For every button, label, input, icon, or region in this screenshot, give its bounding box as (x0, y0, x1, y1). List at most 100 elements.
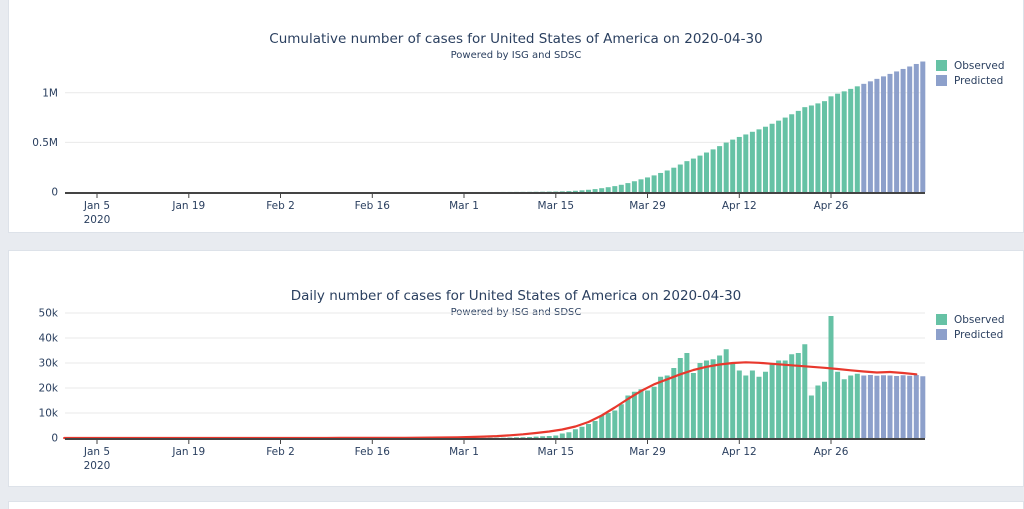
bar-observed[interactable] (743, 375, 749, 439)
bar-predicted[interactable] (861, 83, 867, 192)
bar-observed[interactable] (566, 191, 572, 192)
bar-observed[interactable] (684, 161, 690, 192)
bar-observed[interactable] (835, 93, 841, 192)
bar-observed[interactable] (782, 360, 788, 439)
daily-bar-chart[interactable]: 0 10k 20k 30k 40k 50k Jan 5 2020 Jan 19 Feb 2 Feb … (9, 251, 1024, 488)
bar-observed[interactable] (612, 410, 618, 439)
bar-observed[interactable] (730, 139, 736, 192)
bar-observed[interactable] (704, 360, 709, 439)
bar-observed[interactable] (723, 349, 729, 438)
bar-observed[interactable] (763, 126, 768, 192)
bar-observed[interactable] (756, 129, 762, 192)
bar-observed[interactable] (651, 386, 657, 438)
bar-observed[interactable] (540, 436, 546, 438)
legend-item-predicted[interactable]: Predicted (936, 327, 1005, 342)
bar-observed[interactable] (586, 424, 591, 438)
bar-observed[interactable] (658, 172, 664, 192)
bar-observed[interactable] (749, 370, 755, 439)
bar-observed[interactable] (631, 181, 637, 192)
bar-observed[interactable] (717, 146, 723, 192)
bar-observed[interactable] (684, 353, 690, 438)
bar-predicted[interactable] (900, 68, 906, 192)
bar-observed[interactable] (690, 158, 696, 192)
bar-observed[interactable] (841, 379, 847, 438)
bar-observed[interactable] (776, 120, 782, 192)
bar-observed[interactable] (677, 164, 683, 192)
bar-observed[interactable] (572, 429, 578, 438)
bar-observed[interactable] (808, 105, 814, 192)
bar-observed[interactable] (776, 360, 782, 439)
bar-observed[interactable] (658, 376, 664, 438)
bar-observed[interactable] (559, 433, 565, 439)
bar-observed[interactable] (802, 344, 808, 438)
bar-observed[interactable] (566, 432, 572, 438)
bar-observed[interactable] (559, 191, 565, 192)
bar-observed[interactable] (645, 177, 650, 192)
bar-observed[interactable] (763, 371, 768, 438)
bar-observed[interactable] (723, 142, 729, 192)
bar-observed[interactable] (605, 187, 611, 192)
legend-item-observed[interactable]: Observed (936, 312, 1005, 327)
bar-predicted[interactable] (867, 81, 873, 192)
bar-observed[interactable] (507, 437, 513, 439)
bar-observed[interactable] (822, 381, 827, 438)
bar-predicted[interactable] (913, 375, 919, 438)
bar-observed[interactable] (848, 375, 854, 439)
bar-predicted[interactable] (874, 78, 880, 192)
bar-observed[interactable] (795, 353, 801, 438)
legend-item-predicted[interactable]: Predicted (936, 73, 1005, 88)
bar-observed[interactable] (697, 155, 703, 192)
bar-observed[interactable] (769, 123, 775, 192)
bar-observed[interactable] (586, 189, 591, 192)
bar-observed[interactable] (599, 415, 605, 439)
bar-predicted[interactable] (907, 66, 913, 192)
bar-observed[interactable] (815, 385, 821, 439)
bar-predicted[interactable] (861, 375, 867, 439)
bar-observed[interactable] (553, 435, 559, 439)
bar-observed[interactable] (835, 371, 841, 438)
bar-predicted[interactable] (881, 375, 886, 438)
bar-observed[interactable] (841, 91, 847, 192)
bar-observed[interactable] (795, 110, 801, 192)
bar-observed[interactable] (664, 375, 670, 439)
bar-observed[interactable] (717, 355, 723, 439)
bar-observed[interactable] (671, 167, 677, 192)
bar-observed[interactable] (789, 114, 795, 192)
bar-observed[interactable] (808, 395, 814, 439)
bar-observed[interactable] (618, 184, 624, 192)
bar-observed[interactable] (704, 152, 709, 192)
bar-observed[interactable] (743, 134, 749, 192)
bar-predicted[interactable] (900, 375, 906, 438)
bar-observed[interactable] (828, 316, 834, 438)
bar-observed[interactable] (736, 136, 742, 192)
bar-predicted[interactable] (913, 63, 919, 192)
legend-item-observed[interactable]: Observed (936, 58, 1005, 73)
bar-observed[interactable] (520, 437, 526, 438)
bar-observed[interactable] (730, 363, 736, 438)
bar-observed[interactable] (514, 437, 519, 438)
bar-observed[interactable] (736, 370, 742, 439)
bar-observed[interactable] (789, 354, 795, 438)
bar-observed[interactable] (677, 358, 683, 438)
bar-observed[interactable] (664, 170, 670, 192)
bar-observed[interactable] (618, 404, 624, 438)
bar-predicted[interactable] (867, 375, 873, 438)
bar-observed[interactable] (645, 390, 650, 439)
bar-predicted[interactable] (881, 76, 886, 192)
bar-observed[interactable] (546, 436, 552, 438)
bar-observed[interactable] (605, 413, 611, 438)
fitted-line[interactable] (63, 361, 918, 440)
bar-observed[interactable] (572, 190, 578, 192)
bar-observed[interactable] (625, 183, 631, 192)
bar-predicted[interactable] (920, 61, 926, 192)
bar-observed[interactable] (854, 373, 860, 438)
bar-observed[interactable] (854, 86, 860, 192)
bar-observed[interactable] (579, 190, 585, 192)
bar-observed[interactable] (533, 436, 539, 438)
bar-observed[interactable] (651, 175, 657, 192)
bar-observed[interactable] (828, 96, 834, 192)
bar-observed[interactable] (527, 437, 533, 438)
bar-observed[interactable] (592, 421, 598, 438)
bar-predicted[interactable] (887, 375, 893, 439)
bar-observed[interactable] (749, 131, 755, 192)
